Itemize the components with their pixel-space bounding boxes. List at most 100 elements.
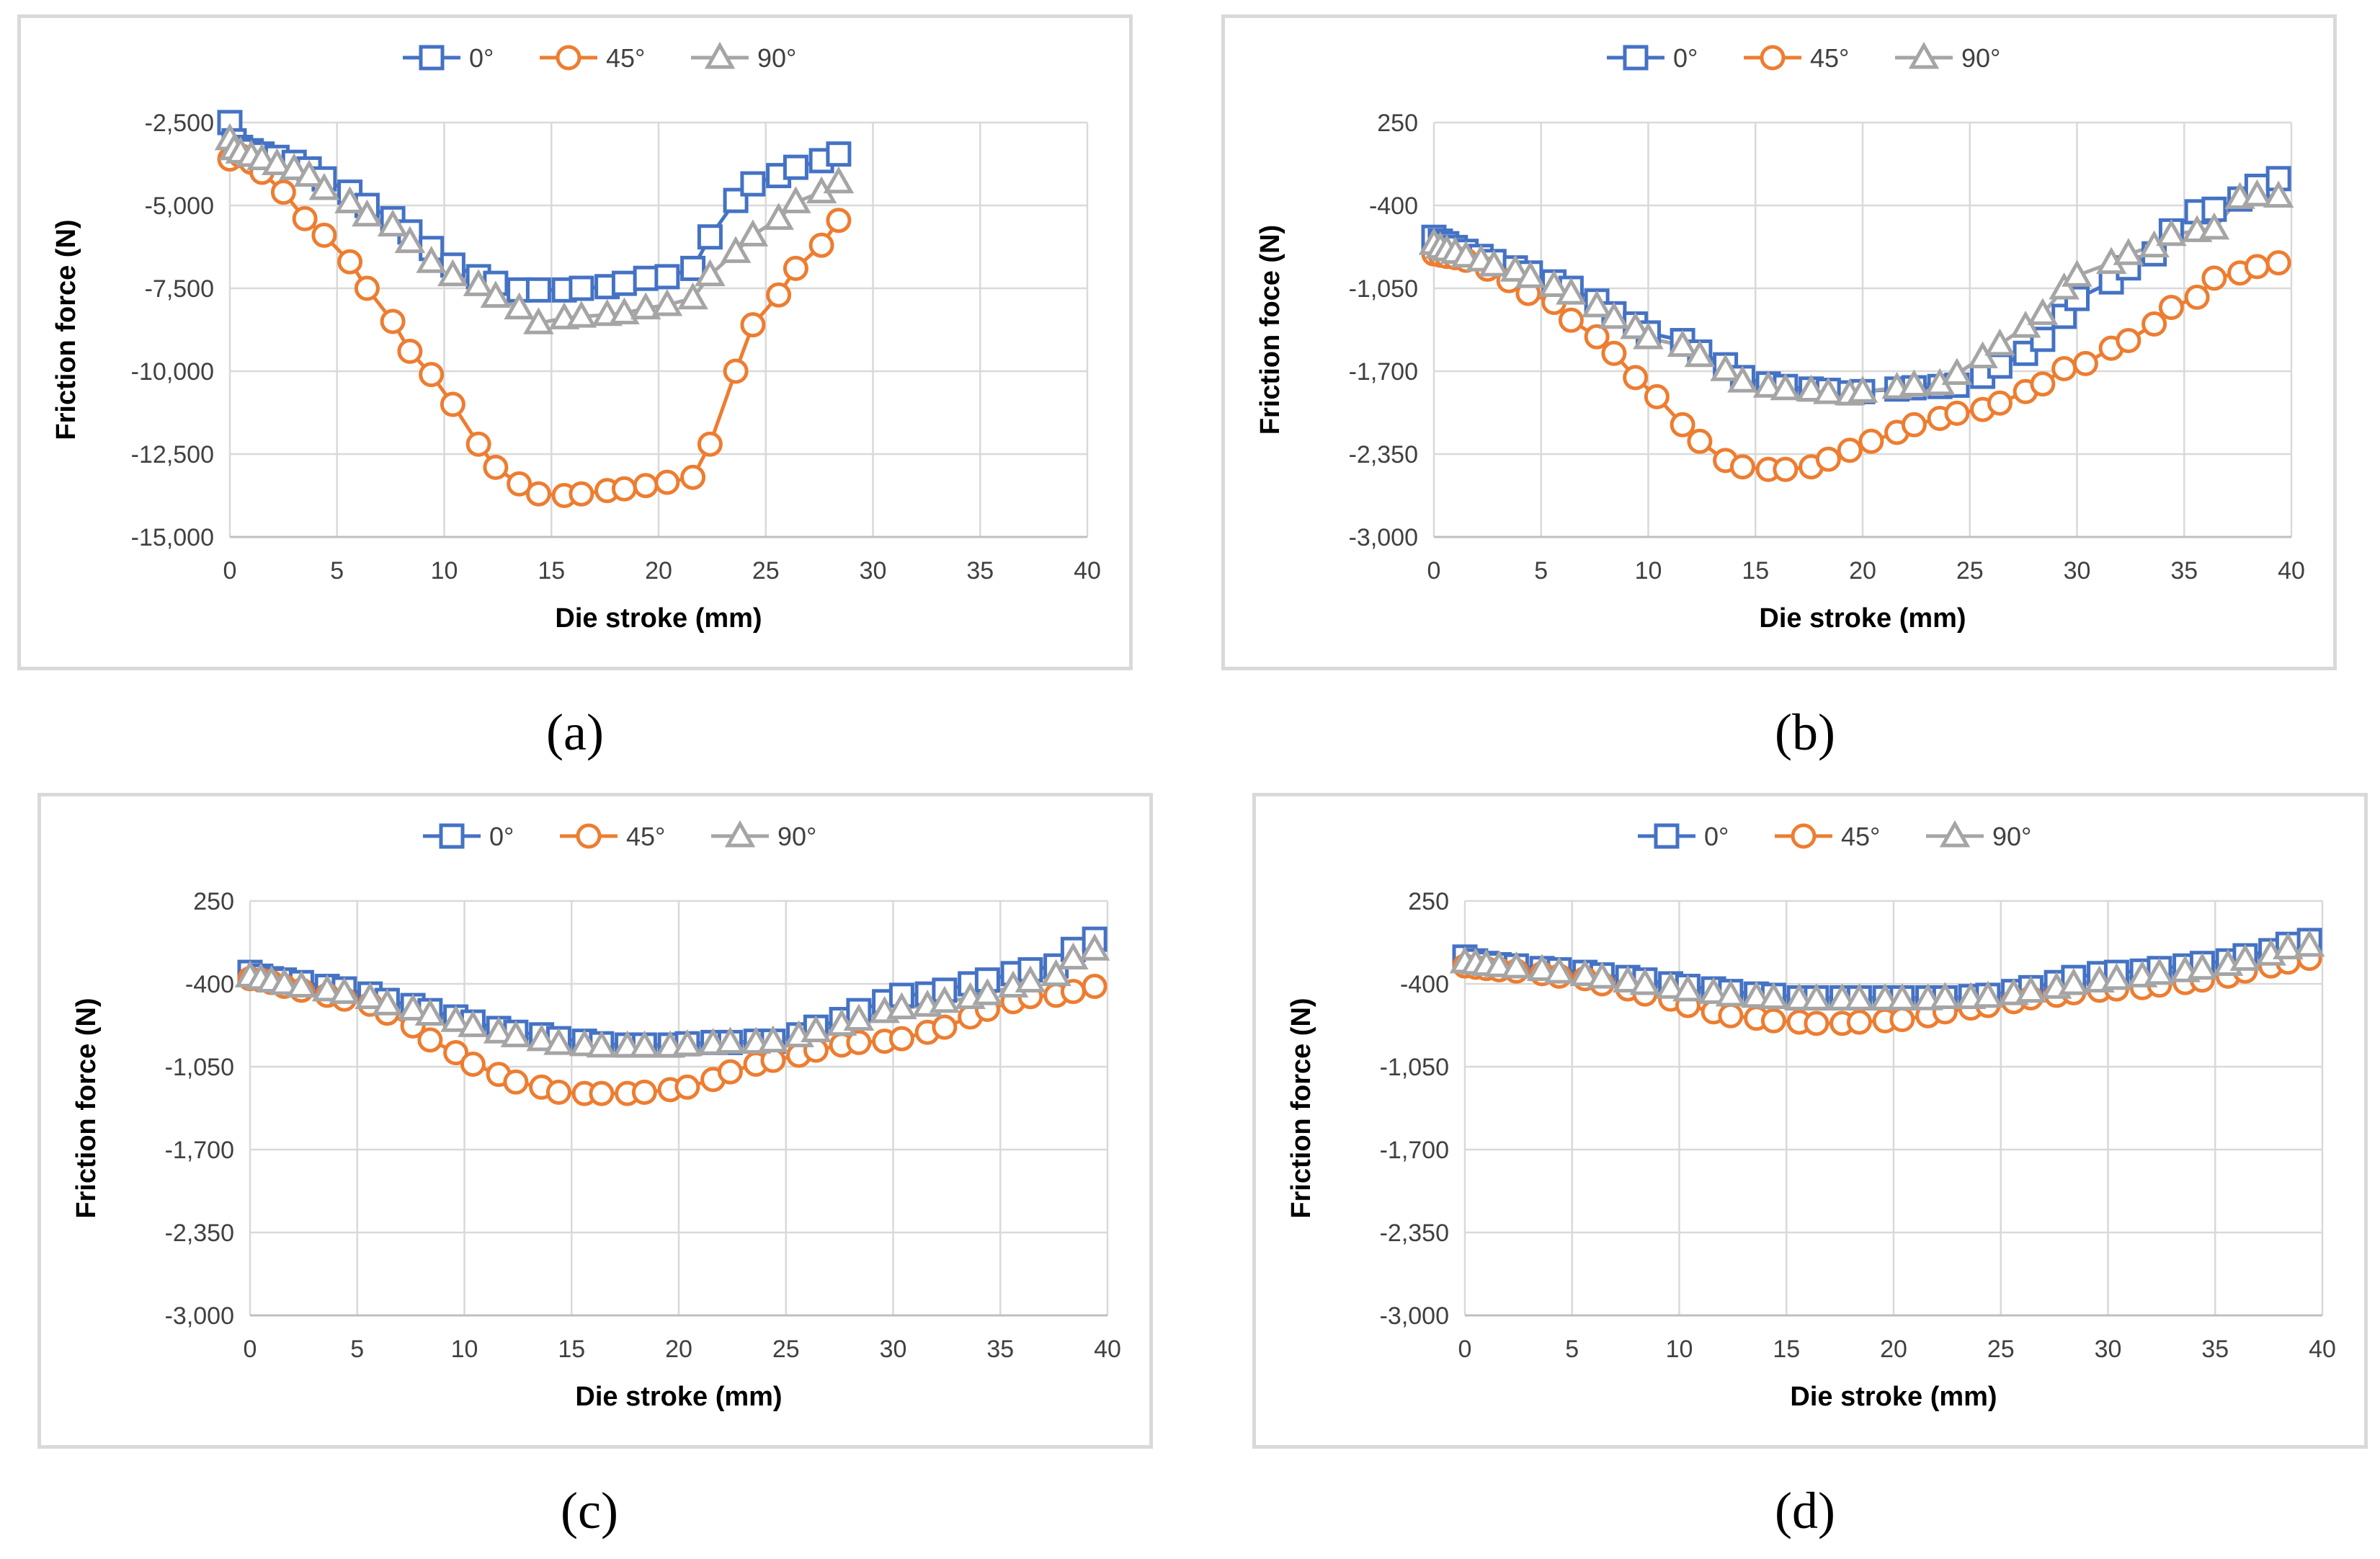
data-point [1844, 983, 1875, 1011]
data-point [397, 338, 423, 364]
data-point [334, 186, 365, 213]
data-point [697, 224, 723, 250]
x-tick-label: 5 [1534, 557, 1548, 585]
x-tick-label: 5 [1565, 1336, 1579, 1363]
data-point [417, 1027, 443, 1053]
x-tick-label: 35 [986, 1336, 1014, 1363]
y-tick-label: -3,000 [1380, 1302, 1449, 1330]
data-point [262, 148, 293, 175]
data-point [1758, 982, 1789, 1009]
data-point [337, 249, 363, 275]
legend-label: 0° [1673, 43, 1698, 73]
y-tick-label: -2,500 [145, 110, 214, 137]
x-axis-title: Die stroke (mm) [1790, 1382, 1997, 1412]
data-point [680, 255, 706, 281]
data-point [929, 985, 961, 1013]
x-tick-label: 25 [1956, 557, 1984, 585]
x-tick-label: 15 [1773, 1336, 1800, 1363]
data-point [2144, 957, 2175, 985]
data-point [801, 1015, 832, 1042]
data-point [2141, 311, 2167, 337]
data-point [1727, 365, 1758, 393]
data-point [586, 1030, 618, 1058]
data-point [1899, 369, 1930, 396]
y-tick-label: -2,350 [165, 1220, 234, 1247]
data-point [1729, 454, 1755, 480]
data-point [566, 301, 597, 328]
data-point [1684, 339, 1716, 368]
data-point [278, 153, 310, 180]
x-tick-label: 5 [350, 1336, 364, 1363]
data-point [1538, 270, 1569, 297]
data-point [483, 1016, 514, 1044]
data-point [808, 232, 834, 258]
y-axis-title: Friction force (N) [71, 998, 102, 1218]
data-point [569, 1029, 600, 1057]
y-tick-label: -15,000 [131, 524, 214, 551]
data-point [1587, 961, 1618, 989]
y-tick-label: -7,500 [145, 275, 214, 303]
data-point [1858, 428, 1884, 454]
data-point [757, 1025, 789, 1053]
data-point [372, 988, 403, 1016]
data-point [504, 292, 535, 320]
data-point [740, 171, 766, 197]
caption-a: (a) [546, 703, 604, 761]
data-point [270, 179, 296, 205]
data-point [1644, 383, 1670, 409]
data-point [823, 166, 855, 194]
data-point [1741, 980, 1772, 1008]
legend-label: 90° [1961, 43, 2000, 73]
data-point [783, 255, 808, 281]
data-point [1501, 951, 1532, 979]
data-point [1815, 446, 1841, 472]
data-point [443, 1040, 469, 1066]
data-point [1813, 377, 1844, 404]
x-tick-label: 20 [1880, 1336, 1907, 1363]
data-point [1623, 365, 1649, 391]
data-point [311, 222, 337, 248]
y-axis-title: Friction foce (N) [1255, 225, 1285, 435]
data-point [1930, 982, 1961, 1009]
legend-label: 0° [1704, 822, 1729, 851]
data-point [500, 1020, 532, 1048]
data-point [2229, 943, 2261, 971]
caption-c: (c) [561, 1482, 618, 1540]
data-point [1984, 328, 2015, 356]
data-point [2263, 180, 2294, 208]
y-tick-label: -400 [1400, 971, 1449, 998]
data-point [1598, 301, 1630, 329]
caption-d: (d) [1775, 1482, 1835, 1540]
chart-panel-b: 250 -400 -1,050 -1,700 -2,350 -3,000 0 5 10 15 20 2… [1221, 14, 2337, 670]
data-point [1670, 412, 1695, 438]
x-tick-label: 0 [1458, 1336, 1472, 1363]
data-point [1687, 428, 1713, 454]
y-tick-label: -1,050 [1349, 275, 1418, 303]
x-tick-label: 10 [451, 1336, 478, 1363]
data-point [677, 282, 708, 310]
data-point [1556, 277, 1587, 305]
y-tick-label: -1,700 [1380, 1137, 1449, 1164]
chart-svg-d: 250 -400 -1,050 -1,700 -2,350 -3,000 0 5 10 15 20 2… [1286, 820, 2336, 1412]
x-axis-title: Die stroke (mm) [575, 1382, 782, 1412]
y-axis-title: Friction force (N) [51, 219, 81, 440]
data-point [888, 1026, 914, 1052]
y-tick-label: -400 [1369, 192, 1418, 220]
x-tick-label: 0 [1427, 557, 1441, 585]
data-point [480, 280, 512, 308]
chart-panel-a: -2,500 -5,000 -7,500 -10,000 -12,500 -15,000 0… [17, 14, 1133, 670]
data-point [1718, 1003, 1744, 1029]
data-point [414, 998, 446, 1026]
data-point [397, 993, 429, 1021]
y-tick-label: -10,000 [131, 358, 214, 386]
data-point [737, 219, 769, 246]
data-point [740, 312, 766, 338]
data-point [1710, 354, 1741, 381]
data-point [1629, 967, 1661, 995]
x-tick-label: 5 [330, 557, 344, 585]
x-tick-label: 40 [2309, 1336, 2336, 1363]
data-point [1796, 374, 1827, 402]
data-point [1847, 376, 1878, 403]
data-point [308, 172, 340, 200]
data-point [525, 277, 551, 303]
